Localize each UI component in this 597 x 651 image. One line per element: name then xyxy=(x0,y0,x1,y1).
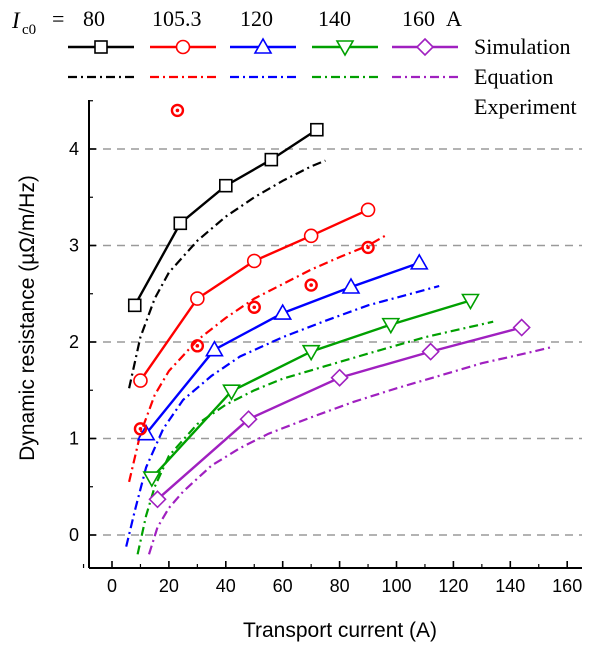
legend-marker-105.3 xyxy=(175,39,191,55)
y-tick-label-1: 1 xyxy=(69,429,79,449)
legend-equals: = xyxy=(52,6,64,31)
simulation-point-80-4 xyxy=(310,122,324,137)
equation-line-80 xyxy=(128,159,326,389)
x-axis-label: Transport current (A) xyxy=(243,619,437,642)
simulation-point-120-4 xyxy=(409,253,429,270)
simulation-point-105.3-1 xyxy=(190,291,205,306)
axes xyxy=(82,100,582,569)
legend-marker-140 xyxy=(335,40,355,57)
simulation-point-80-2 xyxy=(219,178,233,193)
x-tick-label-5: 100 xyxy=(381,576,411,596)
experiment-point-center-105.3-4 xyxy=(309,283,313,287)
equation-lines xyxy=(125,159,554,555)
legend-marker-120 xyxy=(253,37,273,54)
legend-value-140: 140 xyxy=(318,6,351,31)
simulation-point-140-3 xyxy=(381,317,401,335)
legend-ic0-symbol: I xyxy=(11,8,21,33)
experiment-point-center-105.3-5 xyxy=(366,245,370,250)
x-tick-label-1: 20 xyxy=(159,576,179,596)
legend-label-simulation: Simulation xyxy=(474,34,571,59)
simulation-point-140-2 xyxy=(301,344,321,362)
simulation-point-160-4 xyxy=(512,318,531,337)
x-tick-label-2: 40 xyxy=(216,576,236,596)
experiment-point-center-105.3-2 xyxy=(195,344,200,348)
simulation-point-140-0 xyxy=(142,471,162,488)
legend-marker-80 xyxy=(94,40,108,54)
legend-marker-160 xyxy=(415,37,435,57)
simulation-point-120-0 xyxy=(136,424,156,441)
y-tick-label-2: 2 xyxy=(69,332,79,352)
simulation-point-160-2 xyxy=(330,368,349,387)
experiment-point-105.3-1 xyxy=(133,422,148,436)
simulation-point-120-2 xyxy=(273,303,293,320)
legend-samples xyxy=(68,37,458,79)
simulation-lines xyxy=(127,122,531,509)
simulation-point-140-4 xyxy=(461,293,480,311)
simulation-point-80-3 xyxy=(264,152,279,167)
simulation-line-120 xyxy=(145,261,420,435)
simulation-point-120-3 xyxy=(341,277,361,294)
y-tick-label-0: 0 xyxy=(69,525,79,545)
simulation-point-140-1 xyxy=(222,384,241,401)
x-tick-label-8: 160 xyxy=(552,576,582,596)
experiment-point-center-105.3-3 xyxy=(252,305,257,310)
legend-label-experiment: Experiment xyxy=(474,94,577,119)
x-tick-label-6: 120 xyxy=(438,576,468,596)
equation-line-105.3 xyxy=(128,234,386,483)
experiment-point-105.3-0 xyxy=(170,103,185,118)
experiment-point-center-105.3-1 xyxy=(138,427,143,431)
equation-line-160 xyxy=(147,345,554,555)
x-tick-label-3: 60 xyxy=(273,576,293,596)
legend-value-160: 160 xyxy=(402,6,435,31)
simulation-point-105.3-0 xyxy=(133,373,148,388)
y-tick-label-3: 3 xyxy=(69,236,79,256)
legend-value-105: 105.3 xyxy=(152,6,202,31)
gridlines xyxy=(89,148,582,536)
x-tick-label-4: 80 xyxy=(330,576,350,596)
experiment-point-105.3-4 xyxy=(304,278,318,292)
x-tick-label-7: 140 xyxy=(495,576,525,596)
simulation-point-80-0 xyxy=(127,298,142,313)
experiment-point-center-105.3-0 xyxy=(175,108,180,113)
legend-value-80: 80 xyxy=(83,6,105,31)
equation-line-140 xyxy=(136,320,494,555)
legend-label-equation: Equation xyxy=(474,64,553,89)
experiment-points xyxy=(133,103,375,436)
experiment-point-105.3-5 xyxy=(361,240,375,255)
simulation-point-160-1 xyxy=(239,410,258,429)
legend-ic0-subscript: c0 xyxy=(22,22,36,38)
experiment-point-105.3-2 xyxy=(190,339,205,353)
equation-line-120 xyxy=(125,284,440,547)
legend: I c0 = 80 105.3 120 140 160 A Simulation… xyxy=(11,6,577,119)
experiment-point-105.3-3 xyxy=(247,300,261,314)
simulation-point-120-1 xyxy=(205,340,224,357)
simulation-point-80-1 xyxy=(173,216,188,231)
y-axis-label: Dynamic resistance (µΩ/m/Hz) xyxy=(16,175,39,461)
simulation-point-105.3-4 xyxy=(360,202,376,218)
x-tick-label-0: 0 xyxy=(107,576,117,596)
y-tick-label-4: 4 xyxy=(69,139,79,159)
simulation-point-105.3-3 xyxy=(303,228,319,244)
simulation-point-160-3 xyxy=(421,342,440,361)
tick-labels: 0 20 40 60 80 100 120 140 160 0 1 2 3 4 xyxy=(69,139,582,596)
legend-value-120: 120 xyxy=(240,6,273,31)
simulation-point-160-0 xyxy=(148,490,167,509)
legend-unit: A xyxy=(446,6,462,31)
simulation-point-105.3-2 xyxy=(246,253,262,269)
